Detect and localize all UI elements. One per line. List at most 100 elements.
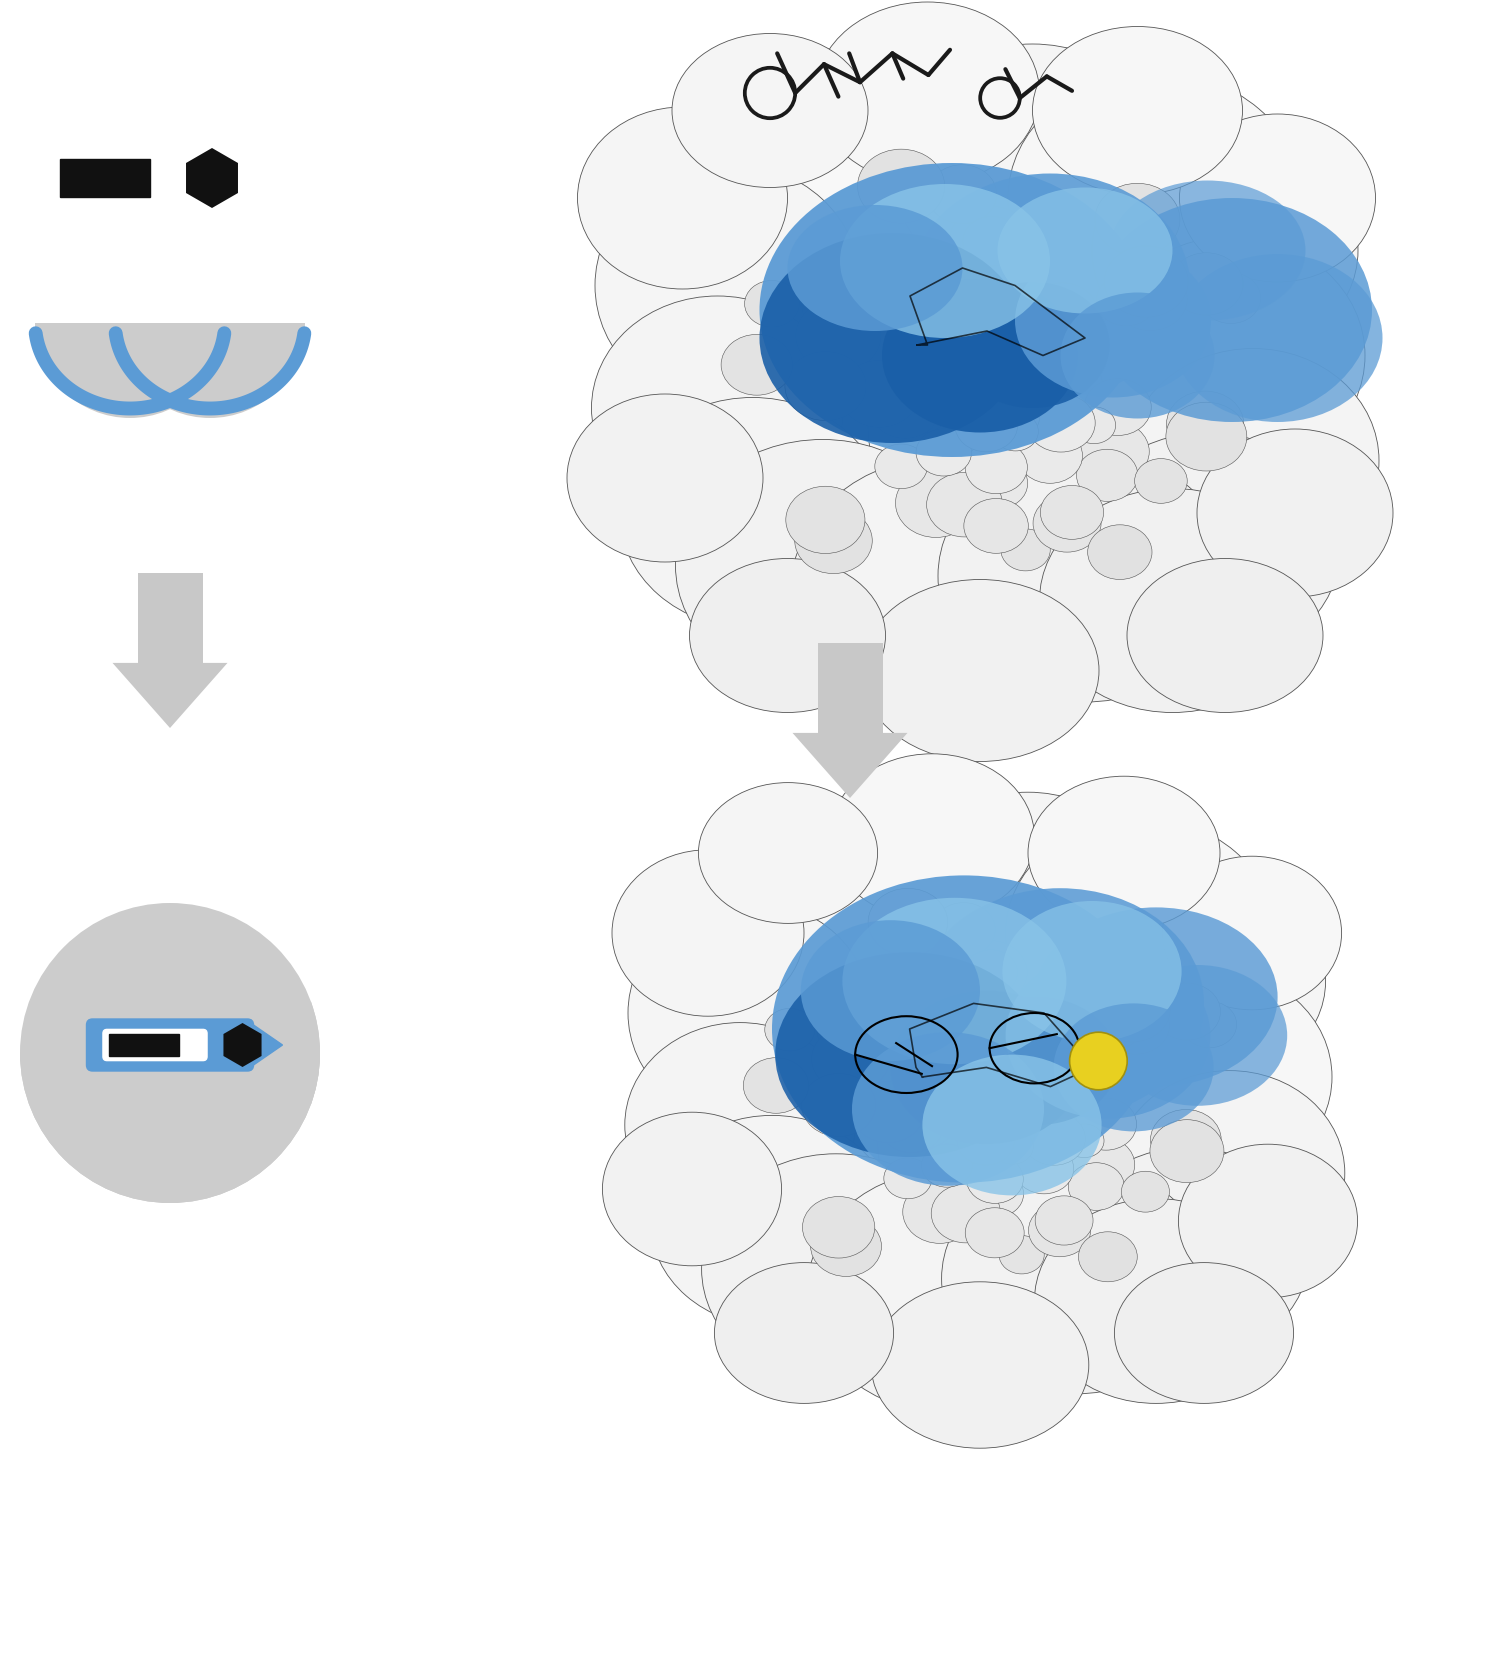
Ellipse shape: [1005, 952, 1211, 1119]
Ellipse shape: [868, 888, 948, 955]
Ellipse shape: [744, 1057, 808, 1113]
Ellipse shape: [782, 786, 1050, 1016]
Ellipse shape: [1114, 1071, 1346, 1275]
Ellipse shape: [1096, 274, 1156, 326]
Ellipse shape: [920, 315, 980, 365]
Polygon shape: [112, 663, 228, 728]
Ellipse shape: [843, 898, 1066, 1064]
Ellipse shape: [994, 1074, 1038, 1111]
Ellipse shape: [1094, 977, 1170, 1042]
Ellipse shape: [896, 468, 977, 537]
Ellipse shape: [603, 1113, 782, 1266]
Polygon shape: [186, 147, 238, 207]
Ellipse shape: [1101, 997, 1170, 1054]
Ellipse shape: [957, 997, 1118, 1124]
Ellipse shape: [1035, 1198, 1278, 1404]
Ellipse shape: [1032, 27, 1242, 194]
Ellipse shape: [620, 398, 885, 629]
Ellipse shape: [920, 293, 1004, 363]
Ellipse shape: [952, 940, 1028, 1004]
Ellipse shape: [924, 1041, 980, 1086]
Ellipse shape: [994, 383, 1036, 422]
Ellipse shape: [1173, 254, 1383, 422]
Ellipse shape: [1000, 529, 1050, 570]
Ellipse shape: [1092, 139, 1358, 363]
Ellipse shape: [964, 950, 1017, 995]
Ellipse shape: [596, 162, 861, 408]
Ellipse shape: [812, 1026, 889, 1092]
Ellipse shape: [1023, 1010, 1088, 1064]
Ellipse shape: [1068, 1163, 1125, 1210]
Ellipse shape: [714, 1263, 894, 1404]
Ellipse shape: [884, 1158, 932, 1200]
Ellipse shape: [1072, 407, 1116, 443]
Ellipse shape: [938, 450, 1232, 703]
Ellipse shape: [870, 378, 940, 438]
Ellipse shape: [964, 442, 1028, 494]
Ellipse shape: [818, 999, 894, 1064]
Polygon shape: [792, 733, 908, 798]
Ellipse shape: [852, 1032, 1044, 1186]
Ellipse shape: [922, 1054, 1101, 1196]
Ellipse shape: [868, 271, 1232, 579]
Ellipse shape: [628, 902, 872, 1124]
Circle shape: [1070, 1032, 1126, 1089]
Ellipse shape: [1150, 1109, 1221, 1169]
Ellipse shape: [900, 793, 1156, 1022]
Ellipse shape: [699, 783, 877, 923]
Ellipse shape: [788, 206, 963, 331]
Ellipse shape: [1026, 393, 1095, 452]
Ellipse shape: [672, 33, 868, 187]
Ellipse shape: [708, 917, 1060, 1236]
Ellipse shape: [861, 579, 1100, 761]
Ellipse shape: [964, 499, 1029, 554]
Ellipse shape: [764, 37, 1058, 289]
Ellipse shape: [994, 410, 1042, 450]
Ellipse shape: [927, 164, 996, 224]
Ellipse shape: [830, 289, 873, 326]
Ellipse shape: [1095, 184, 1180, 256]
Ellipse shape: [950, 206, 1032, 276]
Ellipse shape: [1070, 1138, 1134, 1193]
Ellipse shape: [810, 1216, 882, 1276]
Ellipse shape: [1167, 391, 1244, 457]
Ellipse shape: [702, 1154, 970, 1384]
Ellipse shape: [772, 875, 1156, 1183]
Ellipse shape: [1197, 428, 1394, 597]
Ellipse shape: [802, 1196, 874, 1258]
Ellipse shape: [830, 755, 1035, 920]
Ellipse shape: [966, 1154, 1023, 1203]
Ellipse shape: [1150, 1119, 1224, 1183]
Ellipse shape: [1126, 559, 1323, 713]
Ellipse shape: [788, 863, 1108, 1131]
Ellipse shape: [756, 902, 1204, 1285]
Ellipse shape: [969, 1171, 1023, 1216]
Ellipse shape: [765, 1009, 814, 1051]
Ellipse shape: [1014, 1143, 1074, 1195]
Ellipse shape: [1202, 273, 1262, 323]
Ellipse shape: [910, 174, 1190, 398]
Polygon shape: [254, 1026, 282, 1066]
Ellipse shape: [1122, 1171, 1170, 1213]
Bar: [818, 642, 882, 733]
Ellipse shape: [910, 187, 1294, 524]
Ellipse shape: [651, 1116, 894, 1327]
Ellipse shape: [853, 1049, 910, 1097]
Ellipse shape: [770, 120, 1120, 415]
Ellipse shape: [871, 1282, 1089, 1449]
Ellipse shape: [1100, 236, 1365, 475]
Ellipse shape: [1179, 114, 1376, 283]
Ellipse shape: [1074, 433, 1341, 664]
Ellipse shape: [1066, 1148, 1310, 1358]
Ellipse shape: [816, 2, 1040, 184]
Ellipse shape: [921, 1144, 972, 1188]
Ellipse shape: [886, 1089, 956, 1149]
Ellipse shape: [1008, 72, 1302, 325]
Ellipse shape: [1016, 244, 1210, 398]
Bar: [138, 572, 202, 663]
Ellipse shape: [891, 990, 1083, 1144]
Ellipse shape: [1084, 920, 1162, 985]
Ellipse shape: [903, 1181, 977, 1243]
Ellipse shape: [1182, 1000, 1236, 1047]
Ellipse shape: [1005, 818, 1275, 1049]
